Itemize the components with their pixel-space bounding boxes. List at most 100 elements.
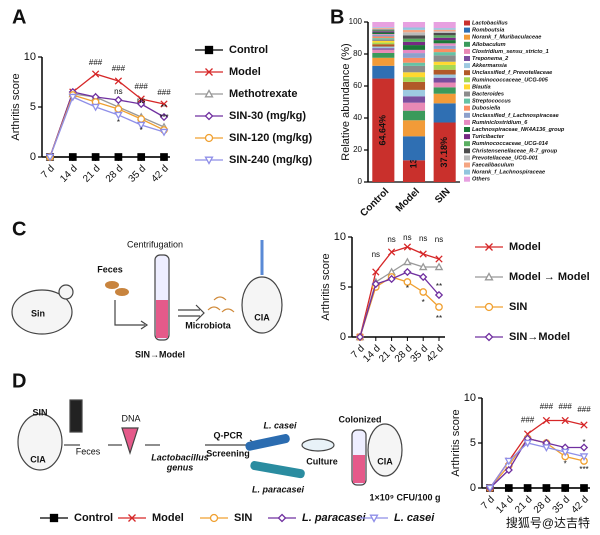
marker [403, 243, 412, 251]
marker [204, 156, 214, 165]
bar-segment [433, 55, 456, 62]
annotation: ### [577, 405, 591, 414]
y-axis-label: Arthritis score [320, 253, 332, 320]
legend-label: L. casei [394, 512, 435, 524]
annotation: ns [403, 233, 411, 242]
diagram-label: Culture [306, 456, 338, 466]
bar-segment [402, 57, 426, 63]
marker [159, 112, 169, 122]
bar-segment [433, 45, 456, 49]
x-tick-label: 21 d [81, 163, 103, 185]
annotation: ### [521, 416, 535, 425]
x-tick-label: 28 d [532, 494, 554, 516]
x-tick-label: 28 d [104, 163, 126, 185]
series-line [359, 271, 440, 338]
diagram-label: Colonized [339, 414, 382, 424]
marker [45, 153, 55, 162]
y-tick-label: 10 [24, 51, 36, 63]
arrow [178, 309, 200, 317]
legend-label: Control [229, 44, 268, 56]
marker [523, 484, 532, 492]
x-tick-label: 14 d [58, 163, 80, 185]
bar-segment [372, 34, 395, 35]
dna-tube [121, 427, 139, 455]
diagram-label: Q-PCR [214, 430, 244, 440]
bar-segment [372, 22, 395, 28]
bar-segment [433, 43, 456, 46]
panel-label: D [12, 370, 26, 392]
series-line [49, 96, 165, 158]
annotation: ### [112, 64, 126, 73]
marker [114, 105, 123, 113]
legend-label: Lactobacillus [472, 20, 508, 26]
legend-label: SIN-240 (mg/kg) [229, 154, 312, 166]
legend-label: SIN-120 (mg/kg) [229, 132, 312, 144]
bar-segment [372, 34, 395, 37]
diagram-label: SIN [32, 407, 47, 417]
watermark: 搜狐号@达吉特 [506, 515, 590, 530]
legend-label: Others [472, 177, 490, 183]
y-tick-label: 5 [340, 281, 346, 293]
microbiota [207, 296, 235, 313]
marker [418, 262, 428, 271]
marker [128, 514, 136, 522]
series-line [49, 93, 165, 158]
y-tick-label: 10 [334, 231, 346, 243]
bar-segment [433, 93, 456, 104]
tube-content [156, 300, 168, 338]
bar-segment [372, 29, 395, 31]
marker [205, 68, 213, 76]
legend-label: Unclassified_f_Prevotellaceae [472, 70, 552, 76]
series-line [489, 437, 584, 489]
legend-label: L. paracasei [302, 512, 367, 524]
y-tick-label: 80 [353, 49, 362, 58]
legend-label: SIN→Model [509, 331, 570, 343]
diagram-label: genus [166, 462, 194, 472]
x-tick-label: SIN [433, 186, 453, 206]
bar-segment [433, 77, 456, 83]
bar-segment [402, 27, 426, 30]
diagram-label: DNA [121, 413, 140, 423]
x-tick-label: 42 d [149, 163, 171, 185]
marker [204, 133, 214, 143]
legend-label: SIN [509, 301, 527, 313]
marker [484, 332, 494, 342]
marker [387, 274, 396, 284]
legend-swatch [464, 63, 470, 69]
mouse-ear [58, 284, 74, 300]
bar-segment [402, 77, 426, 82]
marker [136, 121, 146, 130]
bar-segment [372, 65, 395, 79]
marker [277, 513, 287, 523]
mouse [17, 413, 63, 471]
annotation: ### [540, 402, 554, 411]
bar-segment [433, 40, 456, 44]
y-tick-label: 100 [349, 17, 363, 26]
legend-label: Prevotellaceae_UCG-001 [472, 155, 538, 161]
bar-segment [372, 30, 395, 32]
annotation: *** [159, 113, 168, 122]
legend-label: Control [74, 512, 113, 524]
legend-label: Clostridium_sensu_stricto_1 [472, 49, 549, 55]
y-axis-label: Arthritis score [10, 73, 22, 140]
marker [204, 45, 214, 55]
bar-segment [433, 29, 456, 32]
legend-swatch [464, 91, 470, 97]
legend-swatch [464, 77, 470, 83]
diagram-label: Feces [97, 264, 123, 274]
marker [542, 444, 551, 453]
legend-swatch [464, 141, 470, 147]
legend-label: Norank_f_Muribaculaceae [472, 35, 541, 41]
marker [371, 279, 380, 289]
legend-label: Bacteroides [472, 91, 504, 97]
marker [580, 421, 588, 429]
marker [114, 153, 123, 161]
bar-segment [402, 160, 426, 182]
marker [137, 153, 146, 161]
l-paracasei [250, 461, 305, 479]
bar-segment [372, 40, 395, 43]
mouse [241, 276, 283, 334]
diagram-label: Centrifugation [127, 239, 183, 249]
bar-segment [402, 96, 426, 103]
marker [561, 416, 569, 425]
